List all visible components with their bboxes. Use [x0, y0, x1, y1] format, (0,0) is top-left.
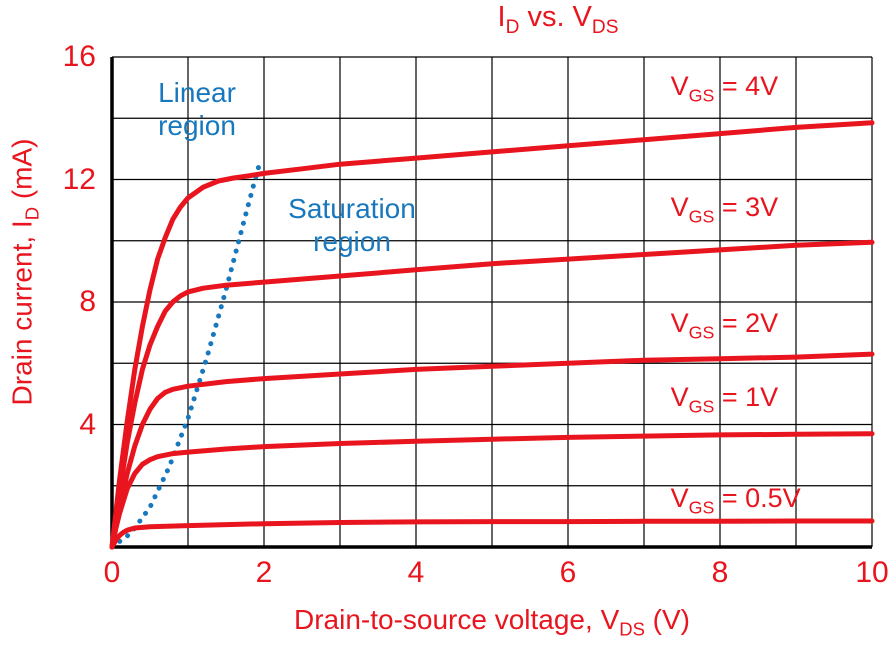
saturation-region-line1: Saturation [288, 193, 416, 224]
x-tick-label: 2 [255, 556, 273, 589]
curve-label-symbol: V [670, 308, 689, 339]
x-axis-title-unit: (V) [644, 604, 691, 635]
linear-region-label: Linear region [158, 76, 236, 142]
y-tick-label: 4 [79, 407, 96, 441]
x-axis-title-text: Drain-to-source voltage, V [293, 604, 620, 635]
y-tick-label: 8 [79, 285, 96, 318]
iv-curve-4 [109, 518, 875, 550]
curve-label-vgs-1v: VGS = 1V [671, 380, 779, 423]
title-vs-text: vs. V [519, 1, 592, 33]
saturation-region-label: Saturation region [288, 192, 416, 258]
curve-label-subscript: GS [688, 206, 715, 227]
y-tick-label: 12 [62, 162, 96, 196]
iv-curve-0 [109, 120, 875, 550]
curve-label-value: = 1V [714, 381, 779, 412]
saturation-region-line2: region [313, 226, 391, 257]
iv-curve-2 [109, 351, 875, 550]
curve-label-vgs-4v: VGS = 4V [671, 69, 779, 112]
curve-label-symbol: V [670, 483, 689, 513]
x-axis-title-subscript: DS [619, 618, 645, 640]
curve-label-subscript: GS [688, 396, 715, 417]
curve-label-vgs-0-5v: VGS = 0.5V [671, 481, 801, 524]
x-tick-label: 8 [711, 556, 729, 589]
curve-label-symbol: V [670, 192, 689, 223]
y-tick-label: 16 [62, 40, 96, 73]
x-axis-title: Drain-to-source voltage, VDS (V) [294, 604, 690, 641]
curve-label-symbol: V [670, 71, 689, 102]
title-current-subscript: D [505, 16, 520, 38]
title-current-symbol: I [497, 1, 506, 33]
curve-label-symbol: V [670, 381, 689, 412]
curve-label-value: = 3V [714, 192, 779, 223]
chart-title: ID vs. VDS [498, 1, 619, 39]
iv-curve-1 [109, 239, 875, 550]
linear-region-line1: Linear [158, 77, 236, 108]
y-axis-title-subscript: D [21, 206, 43, 221]
saturation-boundary-curve [109, 158, 263, 550]
iv-curve-3 [109, 431, 875, 550]
curve-label-vgs-2v: VGS = 2V [671, 306, 779, 349]
curve-label-value: = 0.5V [714, 483, 801, 513]
curve-label-value: = 2V [714, 308, 779, 339]
x-tick-label: 6 [559, 556, 577, 589]
x-tick-label: 4 [407, 556, 425, 589]
curve-label-vgs-3v: VGS = 3V [671, 190, 779, 233]
title-voltage-subscript: DS [591, 16, 619, 38]
curve-label-subscript: GS [688, 322, 715, 343]
curve-label-subscript: GS [688, 85, 715, 106]
curve-label-subscript: GS [688, 497, 715, 518]
x-tick-label: 10 [855, 556, 889, 589]
x-tick-label: 0 [103, 556, 121, 589]
curve-label-value: = 4V [714, 71, 779, 102]
linear-region-line2: region [158, 110, 236, 141]
